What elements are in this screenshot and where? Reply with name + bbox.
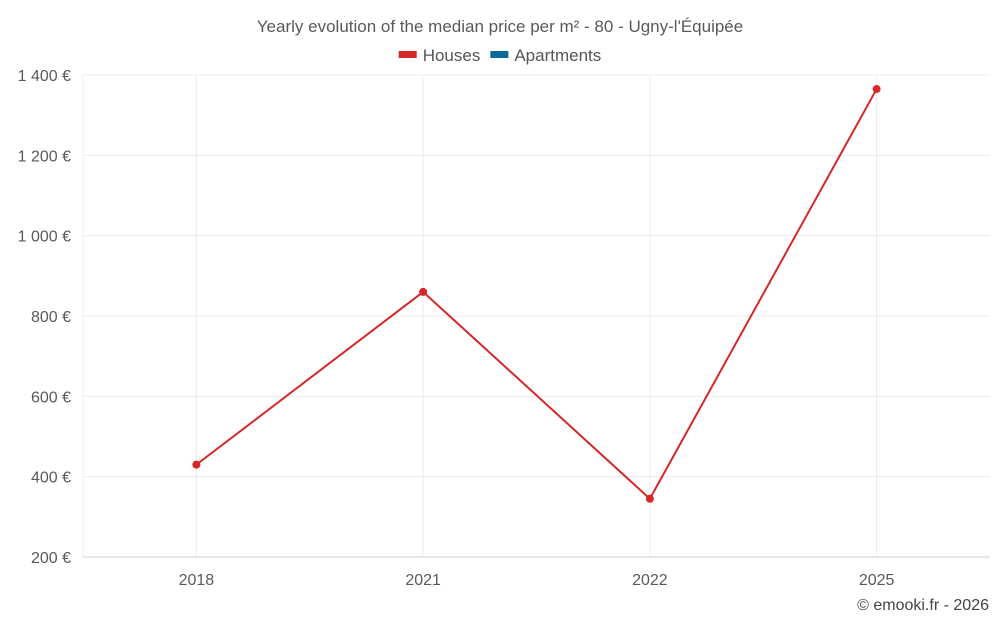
data-point-houses[interactable] [192, 460, 201, 469]
y-tick-label: 1 200 € [18, 148, 71, 165]
axes: 200 € 400 € 600 € 800 € 1 000 € 1 200 € 1 400 … [18, 68, 990, 589]
legend-swatch [398, 51, 417, 58]
data-point-houses[interactable] [419, 287, 428, 296]
y-tick-label: 200 € [31, 550, 71, 567]
chart-title: Yearly evolution of the median price per… [257, 17, 743, 36]
legend: Houses Apartments [398, 46, 601, 65]
series-line-houses [195, 88, 878, 501]
data-point-houses[interactable] [645, 494, 654, 503]
x-tick-label: 2021 [405, 572, 441, 589]
x-tick-label: 2018 [179, 572, 215, 589]
legend-item-houses[interactable]: Houses [398, 46, 481, 65]
x-tick-label: 2022 [632, 572, 668, 589]
data-point-houses[interactable] [872, 85, 881, 94]
legend-label: Apartments [514, 46, 601, 65]
y-tick-label: 1 400 € [18, 68, 71, 85]
y-tick-label: 600 € [31, 389, 71, 406]
credit-text: © emooki.fr - 2026 [857, 597, 989, 614]
grid [82, 74, 990, 557]
y-tick-label: 1 000 € [18, 229, 71, 246]
x-tick-label: 2025 [859, 572, 895, 589]
legend-swatch [490, 51, 509, 58]
y-tick-label: 400 € [31, 470, 71, 487]
legend-label: Houses [423, 46, 481, 65]
series [192, 85, 881, 503]
legend-item-apartments[interactable]: Apartments [490, 46, 601, 65]
y-tick-label: 800 € [31, 309, 71, 326]
